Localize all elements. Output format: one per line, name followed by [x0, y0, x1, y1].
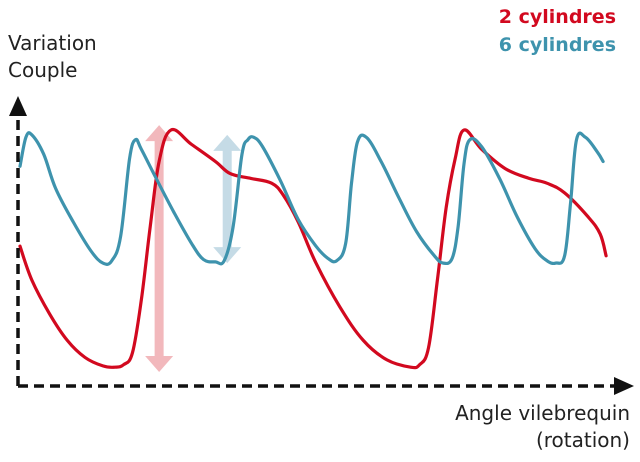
- series-line-6-cylindres: [18, 131, 605, 266]
- y-axis-arrowhead: [9, 96, 27, 116]
- legend-entry-6-cylindres: 6 cylindres: [498, 34, 616, 56]
- series-layer: [18, 127, 608, 370]
- amplitude-arrow-shaft: [154, 139, 164, 358]
- x-axis-arrowhead: [614, 377, 634, 395]
- y-axis-label-line-2: Couple: [8, 58, 78, 82]
- amplitude-arrow-head-top: [213, 134, 242, 151]
- amplitude-arrow-head-bottom: [145, 356, 174, 372]
- x-axis-label-line-1: Angle vilebrequin: [455, 401, 630, 425]
- x-axis-label: Angle vilebrequin (rotation): [455, 400, 630, 454]
- series-line-2-cylindres: [18, 127, 608, 370]
- y-axis-label: Variation Couple: [8, 30, 97, 84]
- legend-entry-2-cylindres: 2 cylindres: [498, 6, 616, 28]
- amplitude-arrow-shaft: [222, 148, 232, 250]
- x-axis-label-line-2: (rotation): [535, 428, 630, 452]
- y-axis-label-line-1: Variation: [8, 31, 97, 55]
- axes: [9, 96, 634, 395]
